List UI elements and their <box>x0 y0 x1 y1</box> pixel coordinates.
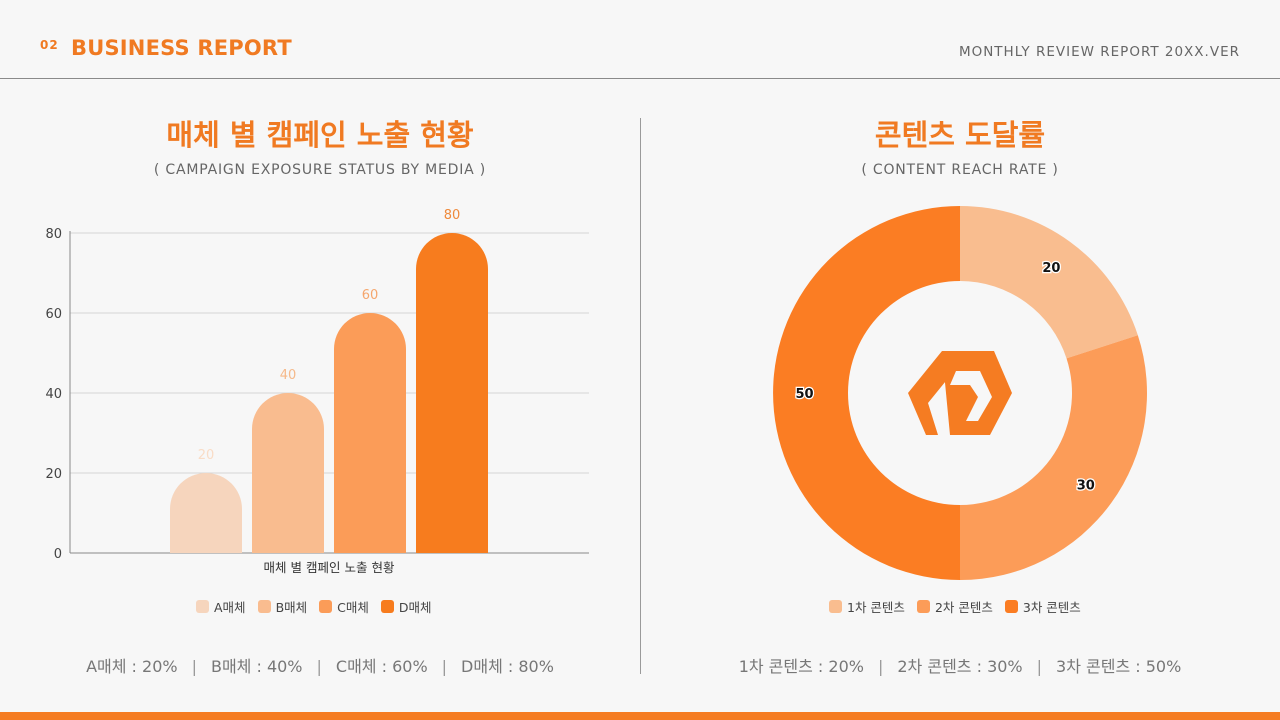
y-tick-label: 60 <box>45 307 62 322</box>
y-tick-label: 40 <box>45 387 62 402</box>
y-tick-label: 80 <box>45 227 62 242</box>
bottom-accent-bar <box>0 712 1280 720</box>
slice-value-label: 20 <box>1042 261 1060 276</box>
bar-chart: 0 20 40 60 80 20 40 60 80 매체 별 캠페인 노출 현황 <box>45 208 589 575</box>
legend-label: 2차 콘텐츠 <box>934 600 993 615</box>
legend-item: B매체 <box>257 597 308 616</box>
legend-label: 3차 콘텐츠 <box>1022 600 1081 615</box>
bar-value-label: 40 <box>280 368 297 383</box>
summary-item: D매체 : 80% <box>461 657 554 676</box>
legend-item: 2차 콘텐츠 <box>916 597 993 616</box>
bar-B매체 <box>252 393 324 553</box>
header-title: BUSINESS REPORT <box>71 36 292 60</box>
donut-chart-subtitle: ( CONTENT REACH RATE ) <box>861 162 1059 178</box>
legend-label: A매체 <box>214 600 246 615</box>
legend-item: A매체 <box>196 597 246 616</box>
bar-C매체 <box>334 313 406 553</box>
summary-separator: | <box>441 657 448 676</box>
bar-value-label: 80 <box>444 208 461 223</box>
bar-chart-legend: A매체 B매체 C매체 D매체 <box>196 597 432 616</box>
legend-swatch <box>1004 600 1018 613</box>
donut-chart-title: 콘텐츠 도달률 <box>874 118 1046 152</box>
header-divider <box>0 78 1280 79</box>
summary-item: 2차 콘텐츠 : 30% <box>897 657 1023 676</box>
donut-summary: 1차 콘텐츠 : 20% | 2차 콘텐츠 : 30% | 3차 콘텐츠 : 50% <box>640 653 1280 677</box>
legend-item: 1차 콘텐츠 <box>829 597 905 616</box>
bar-chart-title: 매체 별 캠페인 노출 현황 <box>166 118 474 152</box>
bar-summary: A매체 : 20% | B매체 : 40% | C매체 : 60% | D매체 : 80% <box>0 653 640 677</box>
summary-item: C매체 : 60% <box>335 657 428 676</box>
legend-swatch <box>829 600 842 613</box>
summary-separator: | <box>877 657 884 676</box>
summary-item: A매체 : 20% <box>86 657 178 676</box>
x-axis-label: 매체 별 캠페인 노출 현황 <box>264 560 395 575</box>
summary-separator: | <box>191 657 197 676</box>
bar-value-label: 20 <box>198 448 215 463</box>
legend-label: B매체 <box>275 600 308 615</box>
bar-value-label: 60 <box>362 288 379 303</box>
bar-D매체 <box>416 233 488 553</box>
brand-logo-icon <box>908 351 1012 435</box>
summary-separator: | <box>316 657 322 676</box>
legend-item: C매체 <box>319 597 369 616</box>
donut-slice-1 <box>960 206 1138 359</box>
summary-item: 3차 콘텐츠 : 50% <box>1056 657 1182 676</box>
panel-divider <box>640 118 641 674</box>
legend-label: C매체 <box>337 600 369 615</box>
bar-chart-subtitle: ( CAMPAIGN EXPOSURE STATUS BY MEDIA ) <box>153 162 487 178</box>
legend-swatch <box>257 600 271 613</box>
legend-label: D매체 <box>398 600 432 615</box>
legend-swatch <box>319 600 333 613</box>
slice-value-label: 30 <box>1077 478 1095 493</box>
summary-item: B매체 : 40% <box>210 657 303 676</box>
legend-item: 3차 콘텐츠 <box>1004 597 1081 616</box>
legend-swatch <box>380 600 394 613</box>
bar-A매체 <box>170 473 242 553</box>
legend-swatch <box>916 600 930 613</box>
legend-label: 1차 콘텐츠 <box>847 600 905 615</box>
summary-separator: | <box>1036 657 1043 676</box>
header-subtitle: MONTHLY REVIEW REPORT 20XX.VER <box>958 44 1240 60</box>
legend-swatch <box>196 600 209 613</box>
slice-value-label: 50 <box>795 387 813 402</box>
header-number: 02 <box>40 38 59 52</box>
donut-slice-3 <box>773 206 960 580</box>
legend-item: D매체 <box>380 597 432 616</box>
y-tick-label: 0 <box>54 547 62 562</box>
donut-chart-legend: 1차 콘텐츠 2차 콘텐츠 3차 콘텐츠 <box>829 597 1081 616</box>
donut-chart: 20 30 50 <box>773 206 1147 580</box>
y-tick-label: 20 <box>45 467 62 482</box>
donut-slice-2 <box>960 335 1147 580</box>
summary-item: 1차 콘텐츠 : 20% <box>738 657 864 676</box>
